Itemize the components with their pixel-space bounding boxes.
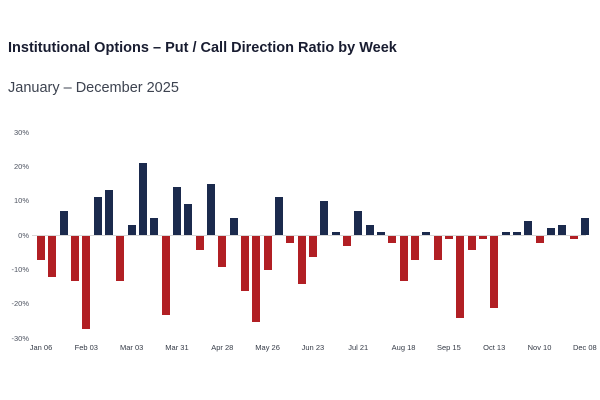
x-tick-nov-10: Nov 10 xyxy=(527,343,552,352)
bar-feb-03 xyxy=(82,236,91,329)
x-tick-sep-15: Sep 15 xyxy=(436,343,461,352)
bar-may-12 xyxy=(240,236,249,291)
x-tick-mar-03: Mar 03 xyxy=(119,343,144,352)
bar-sep-08 xyxy=(433,236,442,261)
bar-feb-10 xyxy=(93,197,102,235)
x-tick-oct-13: Oct 13 xyxy=(483,343,506,352)
y-tick-10pct: 10% xyxy=(13,196,29,206)
x-tick-aug-18: Aug 18 xyxy=(391,343,416,352)
x-tick-mar-31: Mar 31 xyxy=(165,343,189,352)
bar-nov-24 xyxy=(558,224,567,235)
bar-jul-14 xyxy=(342,236,351,247)
bar-jun-16 xyxy=(297,236,306,285)
bar-sep-15 xyxy=(444,236,453,240)
y-tick--30pct: -30% xyxy=(11,333,29,343)
bar-sep-22 xyxy=(456,236,465,319)
bar-mar-10 xyxy=(138,162,147,235)
x-tick-apr-28: Apr 28 xyxy=(211,343,234,352)
chart-subtitle: January – December 2025 xyxy=(8,80,179,96)
y-tick--10pct: -10% xyxy=(11,264,29,274)
y-tick-20pct: 20% xyxy=(13,161,29,171)
zero-baseline xyxy=(32,235,586,236)
bar-jul-28 xyxy=(365,224,374,235)
y-tick--20pct: -20% xyxy=(11,299,29,309)
bar-aug-04 xyxy=(376,231,385,235)
bar-aug-11 xyxy=(388,236,397,243)
plot-area xyxy=(32,132,589,338)
bar-may-19 xyxy=(252,236,261,322)
bar-apr-28 xyxy=(218,236,227,267)
x-tick-jul-21: Jul 21 xyxy=(348,343,369,352)
bar-aug-18 xyxy=(399,236,408,281)
bar-sep-29 xyxy=(467,236,476,250)
bar-jan-06 xyxy=(37,236,45,261)
bar-oct-27 xyxy=(512,231,521,235)
bar-may-26 xyxy=(263,236,272,271)
bar-dec-08 xyxy=(580,217,589,235)
bar-nov-10 xyxy=(535,236,544,243)
bar-nov-03 xyxy=(524,221,533,235)
bar-mar-31 xyxy=(172,186,181,235)
bar-mar-03 xyxy=(127,224,136,235)
x-tick-dec-08: Dec 08 xyxy=(572,343,597,352)
bar-mar-17 xyxy=(150,217,159,235)
y-tick-30pct: 30% xyxy=(13,127,29,137)
x-tick-jan-06: Jan 06 xyxy=(29,343,53,352)
bar-oct-20 xyxy=(501,231,510,235)
y-tick-0pct: 0% xyxy=(18,230,29,240)
bar-apr-21 xyxy=(206,183,215,235)
bar-feb-24 xyxy=(116,236,125,281)
bar-apr-07 xyxy=(184,204,193,235)
bar-may-05 xyxy=(229,217,238,235)
bar-jan-20 xyxy=(59,210,68,235)
bar-jul-07 xyxy=(331,231,340,235)
bar-apr-14 xyxy=(195,236,204,250)
bar-dec-01 xyxy=(569,236,578,240)
bar-mar-24 xyxy=(161,236,170,315)
bar-jan-13 xyxy=(48,236,57,278)
bar-sep-01 xyxy=(422,231,431,235)
x-tick-feb-03: Feb 03 xyxy=(74,343,98,352)
bar-jul-21 xyxy=(354,210,363,235)
bar-oct-13 xyxy=(490,236,499,309)
bar-aug-25 xyxy=(410,236,419,261)
x-tick-jun-23: Jun 23 xyxy=(301,343,325,352)
chart-title: Institutional Options – Put / Call Direc… xyxy=(8,40,397,56)
bar-jan-27 xyxy=(70,236,79,281)
bar-jun-30 xyxy=(320,200,329,235)
bar-oct-06 xyxy=(478,236,487,240)
bar-nov-17 xyxy=(546,228,555,235)
bar-jun-23 xyxy=(308,236,317,257)
bar-feb-17 xyxy=(104,190,113,235)
bar-jun-02 xyxy=(274,197,283,235)
x-tick-may-26: May 26 xyxy=(255,343,280,352)
bar-jun-09 xyxy=(286,236,295,243)
